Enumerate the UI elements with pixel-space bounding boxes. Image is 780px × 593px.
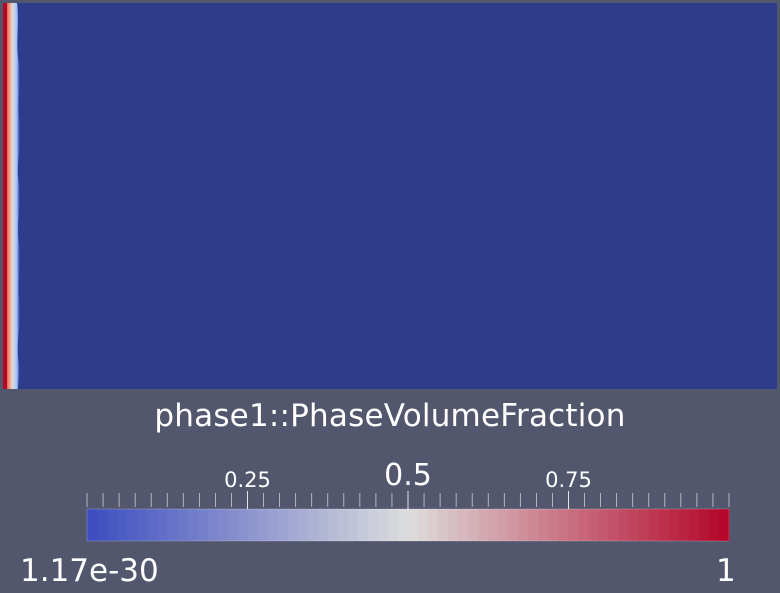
colorbar-swatch (207, 509, 219, 541)
colorbar-min-label: 1.17e-30 (20, 553, 159, 589)
colorbar-swatch (387, 509, 399, 541)
colorbar-swatch (257, 509, 269, 541)
colorbar-swatch (97, 509, 108, 541)
phase-interface-core (3, 3, 7, 389)
colorbar-swatch (548, 509, 560, 541)
colorbar-swatch (147, 509, 158, 541)
colorbar-swatch (337, 509, 349, 541)
colorbar-swatch (638, 509, 650, 541)
colorbar-swatch (327, 509, 339, 541)
colorbar-frame (86, 508, 730, 542)
colorbar-swatch (518, 509, 529, 541)
phase-interface (3, 3, 21, 389)
colorbar-swatch (448, 509, 459, 541)
colorbar-swatch (578, 509, 590, 541)
colorbar-swatch (598, 509, 610, 541)
colorbar-swatch (408, 509, 419, 541)
colorbar (86, 491, 730, 542)
colorbar-swatch (237, 509, 249, 541)
colorbar-swatch (277, 509, 289, 541)
colorbar-tick-label: 0.5 (384, 458, 432, 493)
colorbar-swatch (197, 509, 208, 541)
colorbar-swatch (698, 509, 710, 541)
colorbar-swatch (538, 509, 550, 541)
colorbar-swatch (628, 509, 640, 541)
colorbar-swatch (217, 509, 229, 541)
colorbar-swatch (498, 509, 509, 541)
colorbar-swatch (418, 509, 429, 541)
colorbar-swatch (307, 509, 319, 541)
colorbar-swatch (488, 509, 499, 541)
colorbar-swatch (367, 509, 379, 541)
colorbar-swatch (87, 509, 98, 541)
colorbar-swatch (668, 509, 680, 541)
colorbar-swatch (397, 509, 409, 541)
phase-fraction-field (3, 3, 777, 389)
colorbar-swatch (297, 509, 309, 541)
colorbar-swatch (267, 509, 279, 541)
colorbar-swatch (428, 509, 439, 541)
colorbar-title: phase1::PhaseVolumeFraction (154, 398, 626, 434)
colorbar-swatch (157, 509, 168, 541)
colorbar-swatch (678, 509, 690, 541)
colorbar-swatch (478, 509, 489, 541)
colorbar-swatch (608, 509, 620, 541)
colorbar-swatch (187, 509, 198, 541)
colorbar-swatch (708, 509, 720, 541)
colorbar-swatches (87, 509, 730, 541)
colorbar-swatch (658, 509, 670, 541)
colorbar-swatch (317, 509, 329, 541)
colorbar-tick-label: 0.25 (224, 468, 271, 492)
colorbar-swatch (588, 509, 600, 541)
colorbar-swatch (117, 509, 128, 541)
render-viewport[interactable] (3, 3, 777, 389)
colorbar-swatch (247, 509, 259, 541)
colorbar-swatch (618, 509, 630, 541)
colorbar-swatch (127, 509, 138, 541)
colorbar-swatch (287, 509, 299, 541)
colorbar-swatch (648, 509, 660, 541)
colorbar-swatch (177, 509, 188, 541)
colorbar-swatch (137, 509, 148, 541)
colorbar-swatch (468, 509, 479, 541)
colorbar-max-label: 1 (716, 553, 736, 589)
colorbar-swatch (558, 509, 570, 541)
colorbar-swatch (528, 509, 540, 541)
colorbar-tick-label: 0.75 (545, 468, 592, 492)
colorbar-swatch (568, 509, 580, 541)
colorbar-swatch (107, 509, 118, 541)
colorbar-swatch (508, 509, 519, 541)
colorbar-swatch (227, 509, 239, 541)
colorbar-swatch (347, 509, 359, 541)
colorbar-swatch (357, 509, 369, 541)
colorbar-swatch (167, 509, 178, 541)
colorbar-swatch (458, 509, 469, 541)
colorbar-swatch (718, 509, 730, 541)
colorbar-swatch (688, 509, 700, 541)
field-background (3, 3, 777, 389)
colorbar-swatch (438, 509, 449, 541)
colorbar-swatch (377, 509, 389, 541)
